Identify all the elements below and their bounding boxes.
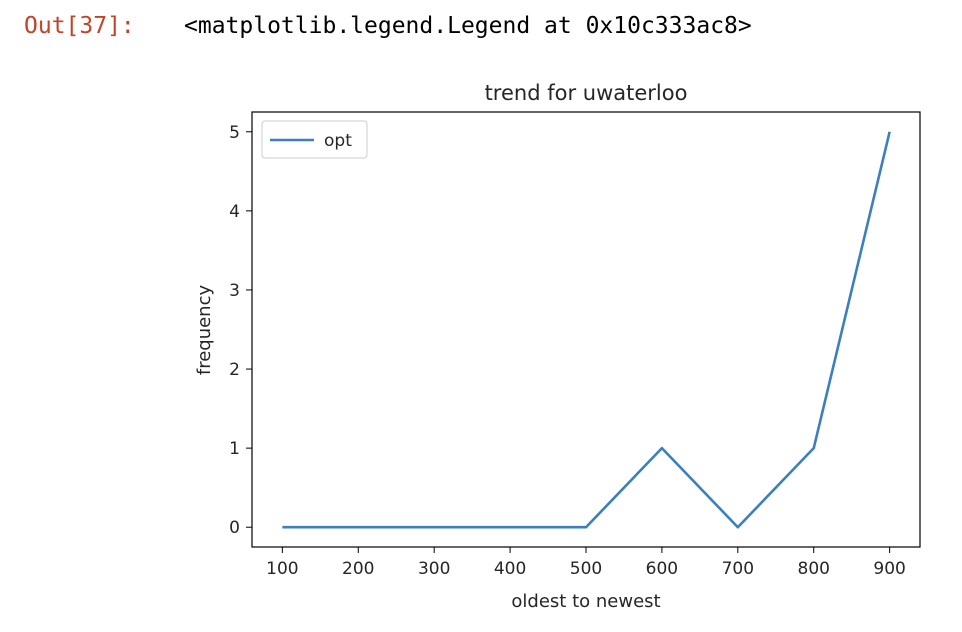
y-tick-label: 4 <box>229 202 240 222</box>
y-tick-label: 2 <box>229 360 240 380</box>
x-tick-label: 900 <box>873 559 905 579</box>
legend: opt <box>261 120 368 159</box>
legend-frame <box>261 120 368 159</box>
x-tick-label: 400 <box>494 559 526 579</box>
y-axis-ticks: 0 1 2 3 4 5 <box>229 123 252 538</box>
output-line: Out[37]: <matplotlib.legend.Legend at 0x… <box>24 8 752 44</box>
y-tick-label: 3 <box>229 281 240 301</box>
x-tick-label: 600 <box>646 559 678 579</box>
output-text: <matplotlib.legend.Legend at 0x10c333ac8… <box>184 13 752 39</box>
plot-area <box>251 111 921 548</box>
x-tick-label: 700 <box>722 559 754 579</box>
y-tick-label: 1 <box>229 439 240 459</box>
x-tick-label: 500 <box>570 559 602 579</box>
series-layer <box>282 131 891 529</box>
y-tick-label: 5 <box>229 123 240 143</box>
legend-label-opt: opt <box>324 131 352 151</box>
y-axis-label: frequency <box>194 285 215 376</box>
x-tick-label: 100 <box>266 559 298 579</box>
x-tick-label: 800 <box>798 559 830 579</box>
chart-title: trend for uwaterloo <box>485 81 688 105</box>
x-axis-ticks: 100 200 300 400 500 600 700 800 900 <box>266 547 906 579</box>
y-tick-label: 0 <box>229 518 240 538</box>
output-prompt: Out[37]: <box>24 13 135 39</box>
x-tick-label: 300 <box>418 559 450 579</box>
x-axis-label: oldest to newest <box>511 591 660 612</box>
x-tick-label: 200 <box>342 559 374 579</box>
series-line-opt <box>282 131 891 529</box>
